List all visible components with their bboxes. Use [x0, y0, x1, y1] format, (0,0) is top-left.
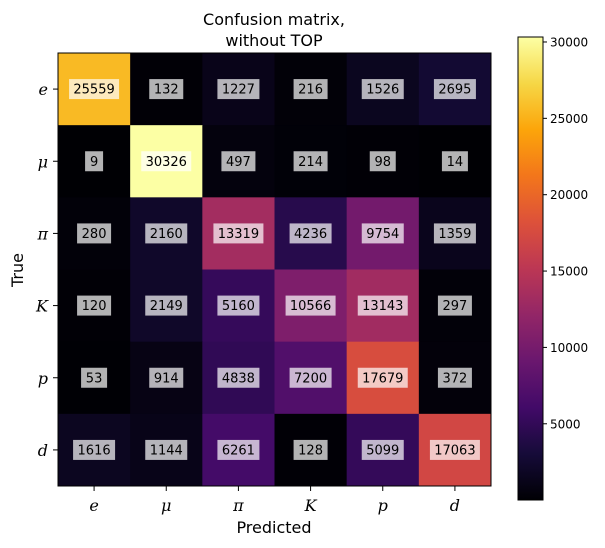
cell-value-label: 13319: [218, 227, 259, 242]
cell-value-label: 2149: [150, 299, 183, 314]
cell-value-label: 4236: [294, 227, 327, 242]
cell-value-label: 6261: [222, 443, 255, 458]
cell-value-label: 1359: [438, 227, 471, 242]
cell-value-label: 7200: [294, 371, 327, 386]
colorbar-tick-label: 20000: [550, 188, 588, 202]
cell-value-label: 1526: [366, 83, 399, 98]
cell-value-label: 9: [90, 155, 98, 170]
y-tick-label: d: [38, 441, 48, 460]
x-tick-label: e: [89, 496, 98, 515]
cell-value-label: 10566: [290, 299, 331, 314]
colorbar-tick-label: 25000: [550, 112, 588, 126]
cell-value-label: 5099: [366, 443, 399, 458]
x-tick-label: π: [232, 496, 244, 515]
colorbar-tick-label: 10000: [550, 341, 588, 355]
cell-value-label: 128: [298, 443, 323, 458]
chart-title: Confusion matrix, without TOP: [203, 10, 345, 50]
cell-value-label: 497: [226, 155, 251, 170]
colorbar-tick-label: 5000: [550, 417, 581, 431]
y-tick-label: K: [35, 297, 49, 316]
cell-value-label: 2160: [150, 227, 183, 242]
x-tick-label: d: [450, 496, 460, 515]
cell-value-label: 372: [443, 371, 468, 386]
cell-value-label: 1616: [78, 443, 111, 458]
cell-value-label: 216: [298, 83, 323, 98]
cell-value-label: 2695: [438, 83, 471, 98]
chart-title-line-1: Confusion matrix,: [203, 10, 345, 29]
x-tick-label: μ: [161, 496, 171, 515]
colorbar: [518, 37, 543, 500]
y-tick-label: μ: [38, 152, 48, 171]
colorbar-tick-label: 15000: [550, 265, 588, 279]
cell-value-label: 98: [374, 155, 391, 170]
cell-value-label: 4838: [222, 371, 255, 386]
cell-value-label: 120: [82, 299, 107, 314]
cell-value-label: 9754: [366, 227, 399, 242]
y-tick-label: π: [36, 224, 48, 243]
colorbar-tick-label: 30000: [550, 35, 588, 49]
cell-value-label: 25559: [73, 83, 114, 98]
cell-value-label: 214: [298, 155, 323, 170]
x-tick-label: K: [304, 496, 318, 515]
y-tick-label: p: [38, 369, 48, 388]
cell-value-label: 297: [443, 299, 468, 314]
x-tick-label: p: [378, 496, 388, 515]
cell-value-label: 13143: [362, 299, 403, 314]
cell-value-label: 17063: [434, 443, 475, 458]
heatmap-cells: [58, 53, 492, 487]
cell-value-label: 914: [154, 371, 179, 386]
cell-value-label: 17679: [362, 371, 403, 386]
cell-value-label: 1144: [150, 443, 183, 458]
cell-value-label: 5160: [222, 299, 255, 314]
cell-value-label: 14: [447, 155, 464, 170]
cell-value-label: 280: [82, 227, 107, 242]
chart-title-line-2: without TOP: [225, 31, 323, 50]
y-axis-label: True: [8, 253, 27, 288]
y-axis-ticks: e μ π Kp d: [35, 80, 58, 460]
y-tick-label: e: [39, 80, 48, 99]
x-axis-label: Predicted: [236, 518, 311, 537]
cell-value-label: 53: [86, 371, 103, 386]
cell-value-label: 1227: [222, 83, 255, 98]
cell-value-label: 30326: [146, 155, 187, 170]
colorbar-ticks: 5000 10000 15000 20000 25000 30000: [543, 35, 588, 431]
cell-value-label: 132: [154, 83, 179, 98]
